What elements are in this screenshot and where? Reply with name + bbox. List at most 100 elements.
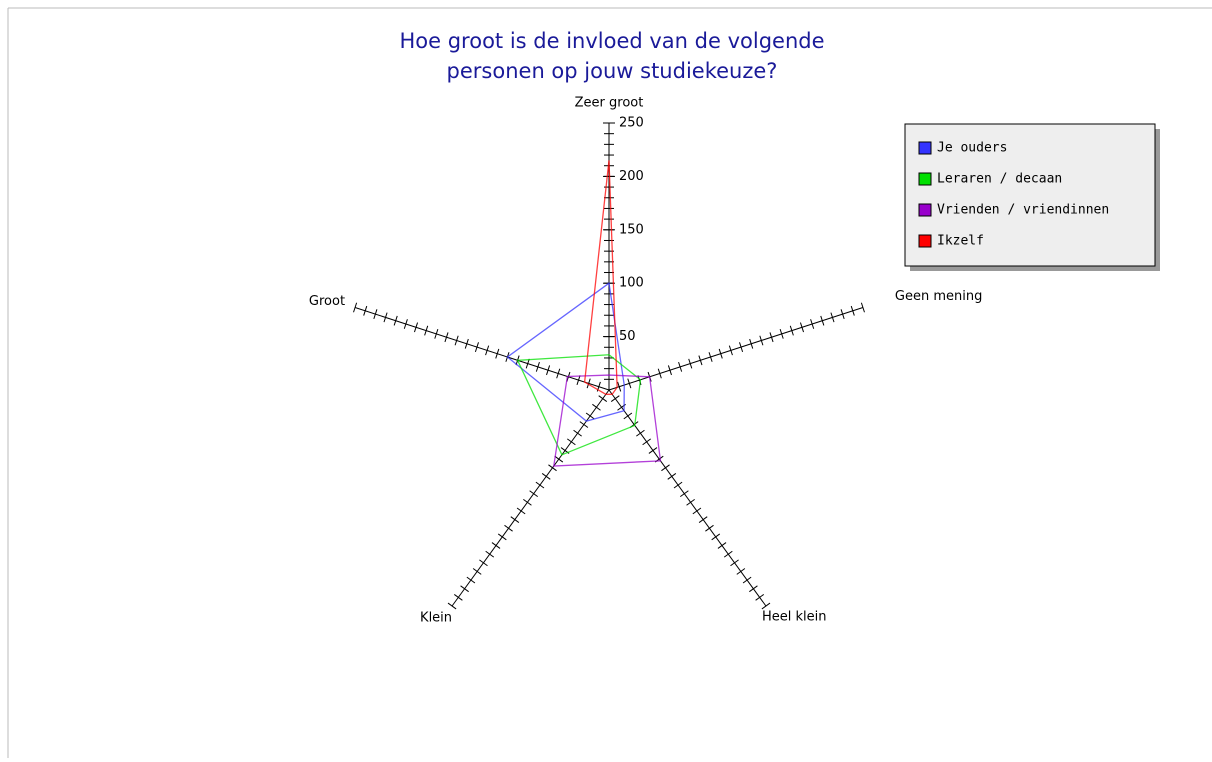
axis-label: Groot: [309, 294, 345, 309]
minor-tick: [472, 568, 482, 575]
minor-tick: [698, 516, 708, 523]
legend: [904, 123, 1156, 267]
minor-tick: [617, 381, 622, 392]
minor-tick: [736, 568, 746, 575]
minor-tick: [667, 365, 672, 376]
minor-tick: [739, 342, 744, 353]
minor-tick: [749, 338, 754, 349]
axis: [354, 307, 610, 391]
legend-label: Vrienden / vriendinnen: [937, 203, 1109, 218]
minor-tick: [474, 342, 479, 353]
legend-label: Leraren / decaan: [937, 172, 1062, 187]
legend-swatch: [918, 141, 932, 155]
minor-tick: [648, 447, 658, 454]
minor-tick: [585, 412, 595, 420]
minor-tick: [586, 378, 591, 389]
minor-tick: [705, 524, 714, 532]
minor-tick: [516, 507, 526, 515]
minor-tick: [779, 328, 784, 339]
axis-label: Klein: [420, 611, 452, 626]
minor-tick: [546, 365, 551, 376]
minor-tick: [730, 559, 739, 567]
minor-tick: [466, 576, 476, 584]
minor-tick: [860, 302, 865, 313]
minor-tick: [566, 438, 576, 446]
minor-tick: [535, 481, 545, 489]
tick-label: 150: [619, 222, 644, 237]
minor-tick: [373, 309, 378, 320]
minor-tick: [554, 455, 564, 463]
minor-tick: [491, 542, 501, 549]
minor-tick: [679, 490, 689, 498]
minor-tick: [759, 335, 764, 346]
minor-tick: [485, 345, 490, 356]
minor-tick: [642, 438, 652, 446]
minor-tick: [728, 345, 733, 356]
minor-tick: [510, 516, 520, 523]
tick-label: 250: [619, 116, 644, 131]
minor-tick: [413, 322, 419, 333]
tick-label: 100: [619, 276, 644, 291]
minor-tick: [667, 473, 677, 480]
minor-tick: [686, 498, 695, 506]
minor-tick: [541, 473, 551, 480]
minor-tick: [711, 533, 721, 541]
minor-tick: [497, 533, 507, 541]
minor-tick: [850, 305, 855, 316]
axis-label: Geen mening: [895, 289, 982, 304]
chart-title: personen op jouw studiekeuze?: [447, 59, 778, 83]
minor-tick: [723, 550, 733, 558]
minor-tick: [535, 361, 540, 372]
minor-tick: [454, 335, 459, 346]
minor-tick: [636, 429, 645, 437]
minor-tick: [708, 352, 713, 362]
minor-tick: [598, 395, 608, 402]
legend-swatch: [918, 234, 932, 248]
minor-tick: [592, 403, 601, 411]
minor-tick: [383, 312, 388, 323]
minor-tick: [717, 542, 727, 549]
minor-tick: [548, 464, 557, 472]
legend-label: Je ouders: [937, 141, 1007, 156]
minor-tick: [485, 550, 495, 558]
axis: [451, 389, 610, 607]
minor-tick: [573, 429, 582, 437]
minor-tick: [820, 315, 825, 326]
minor-tick: [749, 585, 758, 593]
minor-tick: [623, 412, 633, 420]
legend-swatch: [918, 203, 932, 217]
minor-tick: [610, 395, 620, 402]
minor-tick: [673, 481, 683, 489]
minor-tick: [453, 594, 463, 601]
minor-tick: [661, 464, 670, 472]
tick-label: 200: [619, 169, 644, 184]
minor-tick: [434, 328, 439, 339]
minor-tick: [576, 375, 581, 386]
axis: [608, 307, 864, 391]
minor-tick: [495, 348, 500, 359]
minor-tick: [830, 312, 835, 323]
minor-tick: [579, 421, 589, 428]
series-polygon: [506, 282, 625, 422]
minor-tick: [769, 332, 774, 343]
minor-tick: [799, 322, 805, 333]
minor-tick: [742, 576, 752, 584]
chart-title: Hoe groot is de invloed van de volgende: [399, 29, 824, 53]
minor-tick: [789, 325, 794, 336]
minor-tick: [363, 305, 368, 316]
minor-tick: [698, 355, 703, 366]
legend-label: Ikzelf: [937, 234, 984, 249]
minor-tick: [761, 602, 771, 610]
minor-tick: [447, 602, 457, 610]
minor-tick: [444, 332, 449, 343]
series-polygon: [552, 374, 662, 467]
minor-tick: [657, 368, 662, 379]
minor-tick: [810, 319, 815, 329]
minor-tick: [525, 358, 530, 369]
minor-tick: [627, 378, 632, 389]
minor-tick: [692, 507, 702, 515]
minor-tick: [755, 594, 765, 601]
axis-label: Zeer groot: [575, 96, 644, 111]
tick-label: 50: [619, 329, 636, 344]
